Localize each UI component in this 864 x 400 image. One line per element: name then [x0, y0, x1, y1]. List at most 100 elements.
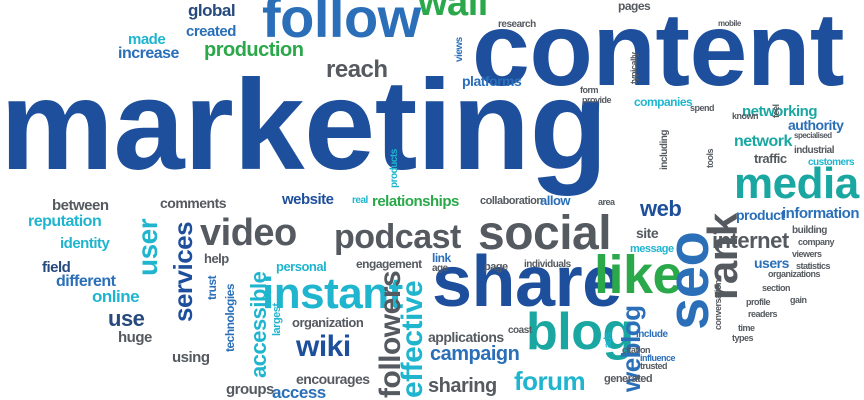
word-product: product	[736, 207, 785, 223]
word-campaign: campaign	[430, 343, 520, 365]
word-user: user	[132, 218, 163, 276]
word-tools: tools	[705, 149, 715, 168]
word-podcast: podcast	[334, 218, 461, 256]
word-accessible: accessible	[246, 271, 271, 378]
word-time: time	[738, 323, 755, 333]
word-follow: follow	[262, 0, 421, 49]
word-wall: wall	[418, 0, 488, 24]
word-reputation: reputation	[28, 213, 102, 230]
word-encourages: encourages	[296, 371, 370, 387]
word-global: global	[188, 1, 236, 20]
word-instant: instant	[262, 269, 403, 318]
word-information: information	[782, 205, 860, 222]
word-age: age	[432, 263, 448, 274]
word-readers: readers	[748, 309, 778, 319]
word-identity: identity	[60, 235, 110, 252]
word-rank: rank	[699, 213, 746, 300]
word-media: media	[734, 159, 859, 208]
word-conversations: conversations	[713, 275, 723, 330]
word-citation: citation	[622, 345, 651, 355]
word-website: website	[282, 191, 334, 208]
word-use: use	[108, 306, 145, 331]
word-organization: organization	[292, 315, 364, 330]
word-generated: generated	[604, 373, 653, 385]
word-companies: companies	[634, 95, 693, 109]
word-largest: largest	[271, 303, 283, 336]
word-industrial: industrial	[794, 145, 835, 156]
word-social: social	[478, 207, 612, 260]
word-section: section	[762, 283, 791, 293]
word-profile: profile	[746, 297, 771, 307]
word-increase: increase	[118, 45, 179, 62]
word-forum: forum	[514, 366, 586, 396]
word-individuals: individuals	[524, 259, 571, 270]
word-page: page	[484, 261, 508, 273]
word-building: building	[792, 225, 827, 236]
word-influence: influence	[640, 353, 676, 363]
word-site: site	[636, 225, 659, 241]
word-sharing: sharing	[428, 375, 497, 397]
word-trust: trust	[205, 275, 219, 300]
word-networking: networking	[742, 103, 818, 120]
word-feel: feel	[771, 104, 781, 118]
word-network: network	[734, 133, 792, 150]
word-types: types	[732, 333, 754, 343]
word-access: access	[272, 383, 326, 400]
word-services: services	[168, 221, 198, 322]
word-huge: huge	[118, 329, 152, 346]
word-wiki: wiki	[296, 330, 351, 363]
word-typically: typically	[629, 52, 639, 84]
word-include: include	[636, 329, 668, 340]
word-real: real	[352, 195, 368, 206]
word-like: like	[594, 245, 683, 305]
word-relationships: relationships	[372, 193, 459, 210]
word-specialised: specialised	[794, 131, 832, 140]
word-coast: coast	[508, 325, 532, 336]
word-gain: gain	[790, 295, 807, 305]
word-video: video	[200, 212, 297, 254]
word-pages: pages	[618, 0, 651, 13]
word-spend: spend	[690, 103, 715, 113]
word-platforms: platforms	[462, 73, 522, 89]
word-company: company	[798, 237, 835, 247]
word-marketing: marketing	[0, 54, 608, 197]
word-known: known	[732, 111, 759, 121]
word-online: online	[92, 287, 140, 306]
word-area: area	[598, 197, 615, 207]
word-applications: applications	[428, 329, 504, 345]
word-form: form	[580, 85, 599, 95]
word-created: created	[186, 23, 236, 40]
word-personal: personal	[276, 259, 327, 274]
word-collaboration: collaboration	[480, 195, 543, 207]
word-different: different	[56, 273, 116, 290]
word-share: share	[432, 242, 622, 322]
word-blog: blog	[526, 303, 634, 361]
word-statistics: statistics	[796, 261, 831, 271]
word-users: users	[754, 255, 789, 271]
word-products: products	[389, 149, 400, 188]
word-authority: authority	[788, 117, 844, 133]
word-organizations: organizations	[768, 269, 821, 279]
word-mobile: mobile	[718, 19, 741, 28]
word-engagement: engagement	[356, 257, 422, 271]
word-groups: groups	[226, 381, 274, 398]
word-ads: ads	[603, 332, 614, 348]
word-allow: allow	[540, 193, 571, 208]
word-including: including	[659, 130, 670, 170]
word-customers: customers	[808, 157, 855, 168]
word-trusted: trusted	[640, 361, 668, 371]
word-traffic: traffic	[754, 151, 787, 166]
word-using: using	[172, 349, 210, 366]
word-link: link	[432, 251, 451, 265]
word-technologies: technologies	[223, 283, 237, 352]
word-web: web	[640, 196, 682, 221]
word-provide: provide	[582, 95, 612, 105]
word-between: between	[52, 197, 109, 214]
word-effective: effective	[396, 280, 429, 398]
word-views: views	[454, 37, 465, 62]
word-production: production	[204, 39, 304, 61]
word-field: field	[42, 259, 71, 276]
word-research: research	[498, 19, 536, 30]
word-made: made	[128, 31, 166, 48]
word-comments: comments	[160, 195, 227, 211]
